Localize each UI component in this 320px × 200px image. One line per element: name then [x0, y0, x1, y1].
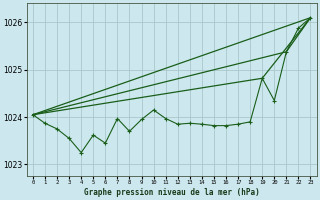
- X-axis label: Graphe pression niveau de la mer (hPa): Graphe pression niveau de la mer (hPa): [84, 188, 260, 197]
